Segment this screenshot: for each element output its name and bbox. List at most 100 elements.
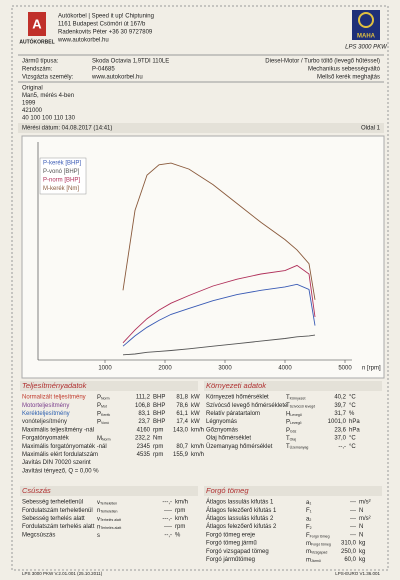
symbol: HLevegő [286, 411, 302, 417]
unit: N [359, 532, 363, 538]
symbol-main: P [286, 419, 290, 425]
row-label: Légnyomás [206, 419, 237, 425]
unit: rpm [153, 444, 163, 450]
unit: °C [349, 403, 356, 409]
info-line: 40 100 100 110 130 [22, 116, 76, 122]
symbol-sub: Vonó [101, 421, 109, 425]
value: 17,4 [176, 419, 188, 425]
symbol: TÜzemanyag [286, 444, 308, 450]
table-title: Csúszás [22, 486, 51, 495]
field-value: P-04685 [92, 67, 115, 73]
symbol: PGőz [286, 427, 297, 433]
symbol-sub: 2 [310, 526, 312, 530]
row-label: Normalizált teljesítmény [22, 395, 86, 401]
symbol-main: T [286, 444, 290, 450]
table-title: Környezeti adatok [206, 381, 267, 390]
value: 250,0 [341, 549, 357, 555]
symbol-main: P [97, 411, 101, 417]
symbol-main: v [97, 516, 100, 522]
symbol: vTerheletlen [97, 500, 117, 506]
engine-info: Mechanikus sebességváltó [308, 67, 381, 73]
unit: hPa [349, 427, 360, 433]
value: 310,0 [341, 541, 357, 547]
value: 40,2 [334, 395, 346, 401]
symbol: nTerheletlen [97, 508, 118, 514]
unit: BHP [153, 395, 165, 401]
symbol: mJármű [306, 557, 321, 563]
symbol: TKörnyezet [286, 395, 305, 401]
value: 60,0 [344, 557, 356, 563]
unit: hPa [349, 419, 360, 425]
row-label: Forgó vizsgapad tömeg [206, 549, 269, 555]
value: 143,0 [173, 427, 189, 433]
engine-info: Diesel-Motor / Turbo töltő (levegő hűtés… [265, 59, 380, 65]
symbol-main: m [306, 549, 311, 555]
unit: kW [191, 395, 200, 401]
symbol-sub: Terhelés alatt [100, 518, 121, 522]
unit: °C [349, 395, 356, 401]
value: --- [350, 508, 356, 514]
symbol-main: v [97, 500, 100, 506]
symbol-sub: Mot [101, 405, 107, 409]
symbol: PLevegő [286, 419, 302, 425]
curve [122, 264, 316, 344]
unit: kg [359, 549, 365, 555]
symbol: mForgó tömeg [306, 541, 331, 547]
x-tick-label: 3000 [218, 366, 232, 372]
symbol: F1 [306, 508, 312, 514]
value: 4160 [137, 427, 151, 433]
value: ---- [164, 524, 172, 530]
symbol-main: T [286, 436, 290, 442]
row-label: Maximális teljesítmény -nál [22, 427, 94, 433]
row-label: vonóteljesítmény [22, 419, 67, 425]
unit: % [349, 411, 355, 417]
symbol: TOlaj [286, 436, 296, 442]
field-label: Rendszám: [22, 67, 53, 73]
logo-text: AUTÓKORBEL [19, 37, 54, 45]
svg-text:A: A [32, 16, 42, 31]
symbol-sub: Terhelés alatt [100, 526, 121, 530]
field-value: www.autokorbel.hu [91, 75, 143, 81]
symbol-main: n [97, 524, 100, 530]
maha-logo [352, 10, 380, 40]
symbol-main: a [306, 500, 310, 506]
chart: 1000 2000 3000 4000 5000 n [rpm] P-kerék [BHP]… [37, 142, 381, 372]
symbol-main: P [97, 395, 101, 401]
value: --- [350, 500, 356, 506]
row-label: Motorteljesítmény [22, 403, 69, 409]
unit: km/h [191, 427, 204, 433]
symbol-sub: Vizsgapad [311, 551, 327, 555]
symbol-sub: Olaj [290, 437, 296, 441]
unit: m/s² [359, 500, 371, 506]
x-tick-label: 4000 [278, 366, 292, 372]
header-line: www.autokorbel.hu [57, 38, 109, 44]
value: --,- [164, 532, 172, 538]
row-label: Olaj hőmérséklet [206, 436, 251, 442]
symbol-sub: Gőz [290, 429, 297, 433]
row-label: Forgó járműtömeg [206, 557, 255, 563]
table-header-bar [20, 486, 198, 496]
page-number: Oldal 1 [361, 126, 381, 132]
symbol-sub: Terheletlen [100, 510, 117, 514]
unit: °C [349, 444, 356, 450]
symbol-sub: Jármű [311, 559, 321, 563]
unit: km/h [175, 500, 188, 506]
unit: rpm [153, 452, 163, 458]
unit: m/s² [359, 516, 371, 522]
value: 2345 [137, 444, 151, 450]
symbol-sub: 1 [310, 510, 312, 514]
symbol: F2 [306, 524, 312, 530]
symbol-main: F [306, 524, 310, 530]
row-label: Fordulatszám terhelés alatt [22, 524, 95, 530]
unit: BHP [153, 419, 165, 425]
legend-entry: M-kerék [Nm] [43, 186, 79, 192]
legend-entry: P-vonó [BHP] [43, 169, 80, 175]
row-label: Gőznyomás [206, 427, 238, 433]
unit: °C [349, 436, 356, 442]
symbol: MNorm [97, 436, 111, 442]
field-label: Vizsgázta személy: [22, 75, 74, 81]
value: 83,1 [138, 411, 150, 417]
value: 111,2 [136, 395, 151, 401]
x-tick-label: 5000 [338, 366, 352, 372]
